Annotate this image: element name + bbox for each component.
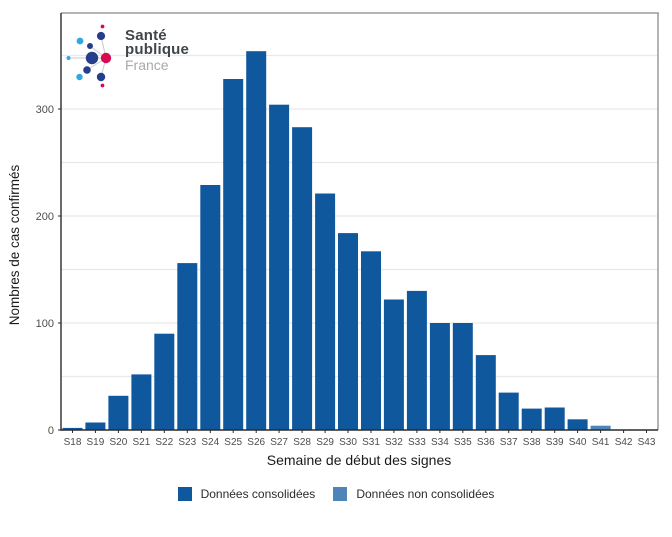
bar-S34 <box>429 323 450 430</box>
bar-S23 <box>177 263 198 430</box>
y-tick-label-200: 200 <box>36 211 54 223</box>
spf-logo: Santé publique France <box>66 20 189 90</box>
bar-S29 <box>315 193 336 430</box>
y-tick-labels: 0 100 200 300 <box>36 104 61 437</box>
x-tick-label-S19: S19 <box>87 437 105 448</box>
x-tick-label-S27: S27 <box>270 437 288 448</box>
bar-S37 <box>498 392 519 431</box>
x-tick-label-S38: S38 <box>523 437 541 448</box>
x-tick-label-S43: S43 <box>638 437 656 448</box>
bar-S18 <box>62 427 83 430</box>
y-axis-title: Nombres de cas confirmés <box>7 164 22 325</box>
bar-S25 <box>223 79 244 430</box>
gridlines <box>61 54 658 378</box>
axis-lines <box>60 13 658 431</box>
x-tick-label-S21: S21 <box>133 437 151 448</box>
bar-S20 <box>108 395 129 430</box>
spf-logo-text: Santé publique France <box>125 27 190 73</box>
legend-key-consolidated <box>177 487 192 501</box>
x-tick-label-S37: S37 <box>500 437 518 448</box>
y-tick-label-300: 300 <box>36 104 54 116</box>
bar-S39 <box>544 407 565 430</box>
x-axis-title: Semaine de début des signes <box>267 452 451 468</box>
x-tick-label-S34: S34 <box>431 437 449 448</box>
x-tick-label-S42: S42 <box>615 437 633 448</box>
y-tick-label-0: 0 <box>48 425 54 437</box>
spf-logo-line3: France <box>125 57 169 73</box>
legend: Données consolidées Données non consolid… <box>0 487 672 501</box>
x-tick-label-S29: S29 <box>316 437 334 448</box>
x-tick-label-S24: S24 <box>201 437 219 448</box>
y-tick-label-100: 100 <box>36 318 54 330</box>
legend-key-non-consolidated <box>333 487 348 501</box>
bar-S30 <box>338 233 358 430</box>
bar-S28 <box>292 127 313 430</box>
bar-S32 <box>383 299 404 430</box>
spf-logo-line1: Santé <box>125 27 167 44</box>
bar-S38 <box>521 408 542 430</box>
bar-S21 <box>131 374 152 430</box>
x-tick-label-S39: S39 <box>546 437 564 448</box>
bar-chart: S18 S19 S20 S21 S22 S23 S24 S25 S26 S27 S28 S29 S30 S… <box>7 12 659 468</box>
legend-item-consolidated: Données consolidées <box>177 487 316 501</box>
bar-S40 <box>567 419 588 430</box>
x-tick-label-S33: S33 <box>408 437 426 448</box>
legend-item-non-consolidated: Données non consolidées <box>333 487 494 501</box>
x-tick-label-S41: S41 <box>592 437 610 448</box>
spf-logo-dots <box>66 24 112 88</box>
x-tick-label-S26: S26 <box>247 437 265 448</box>
x-tick-label-S40: S40 <box>569 437 587 448</box>
bar-S35 <box>452 323 473 430</box>
bar-S19 <box>85 422 106 430</box>
bar-S26 <box>246 51 267 430</box>
bar-S41 <box>590 425 611 430</box>
x-tick-label-S36: S36 <box>477 437 495 448</box>
x-tick-label-S20: S20 <box>110 437 128 448</box>
x-tick-labels: S18 S19 S20 S21 S22 S23 S24 S25 S26 S27 S28 S29 S30 S… <box>64 430 656 448</box>
x-tick-label-S23: S23 <box>178 437 196 448</box>
panel-border <box>61 12 659 430</box>
x-tick-label-S18: S18 <box>64 437 82 448</box>
x-tick-label-S35: S35 <box>454 437 472 448</box>
x-tick-label-S25: S25 <box>224 437 242 448</box>
bar-S31 <box>361 251 381 430</box>
bar-S24 <box>200 185 221 430</box>
x-tick-label-S32: S32 <box>385 437 403 448</box>
legend-label-consolidated: Données consolidées <box>200 487 316 501</box>
x-tick-label-S30: S30 <box>339 437 357 448</box>
x-tick-label-S22: S22 <box>155 437 173 448</box>
spf-logo-line2: publique <box>125 41 190 58</box>
bar-S36 <box>475 355 496 430</box>
x-tick-label-S28: S28 <box>293 437 311 448</box>
bars <box>62 51 611 431</box>
x-tick-label-S31: S31 <box>362 437 380 448</box>
legend-label-non-consolidated: Données non consolidées <box>356 487 495 501</box>
bar-S33 <box>406 290 427 430</box>
spf-logo-mark <box>66 24 112 88</box>
bar-S22 <box>154 333 175 430</box>
bar-S27 <box>269 104 290 430</box>
